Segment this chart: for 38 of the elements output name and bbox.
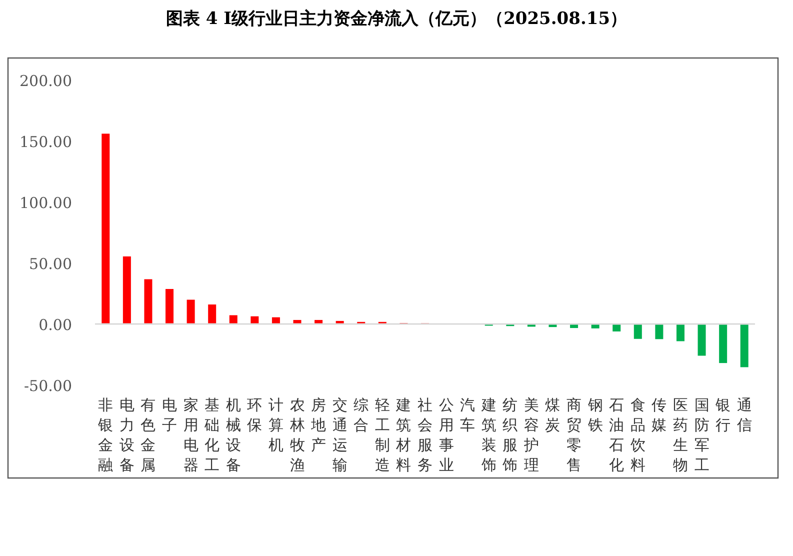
x-tick-label: 医药生物 (672, 396, 688, 474)
x-tick-label: 公用事业 (438, 396, 454, 474)
x-tick-label: 国防军工 (694, 396, 710, 474)
x-tick-label: 农林牧渔 (288, 396, 305, 474)
y-tick-label: 200.00 (20, 72, 72, 90)
x-tick-label: 钢铁 (586, 396, 603, 434)
x-tick-label: 综合 (354, 396, 369, 434)
y-tick-label: 150.00 (20, 133, 72, 151)
y-tick-label: -50.00 (24, 377, 72, 395)
x-tick-label: 商贸零售 (566, 396, 582, 474)
x-tick-label: 房地产 (310, 396, 326, 454)
x-tick-label: 石油石化 (609, 396, 624, 474)
x-tick-label: 家用电器 (183, 396, 198, 474)
x-tick-label: 电力设备 (119, 396, 134, 474)
x-tick-label: 美容护理 (522, 396, 539, 474)
x-tick-label: 环保 (247, 396, 262, 434)
x-tick-label: 交通运输 (332, 396, 348, 474)
y-tick-label: 0.00 (38, 316, 72, 334)
x-tick-label: 传媒 (652, 396, 667, 434)
y-tick-label: 50.00 (29, 255, 72, 273)
x-tick-label: 社会服务 (418, 396, 432, 474)
x-tick-label: 银行 (714, 396, 731, 434)
x-tick-label: 机械设备 (226, 396, 241, 474)
x-tick-label: 食品饮料 (629, 396, 646, 474)
chart-title: 图表 4 I级行业日主力资金净流入（亿元）（2025.08.15） (166, 9, 628, 29)
x-tick-label: 电子 (162, 396, 178, 434)
x-tick-label: 轻工制造 (374, 396, 390, 474)
x-tick-label: 通信 (736, 396, 752, 434)
x-tick-label: 纺织服饰 (502, 396, 518, 474)
x-tick-label: 计算机 (268, 396, 284, 454)
x-tick-label: 基础化工 (204, 396, 220, 474)
x-tick-label: 建筑材料 (395, 396, 412, 474)
x-tick-label: 建筑装饰 (480, 396, 496, 474)
y-tick-label: 100.00 (20, 194, 72, 212)
x-tick-label: 非银金融 (97, 396, 114, 474)
x-tick-label: 有色金属 (140, 396, 156, 474)
x-tick-label: 煤炭 (545, 396, 560, 434)
x-tick-label: 汽车 (460, 396, 476, 434)
